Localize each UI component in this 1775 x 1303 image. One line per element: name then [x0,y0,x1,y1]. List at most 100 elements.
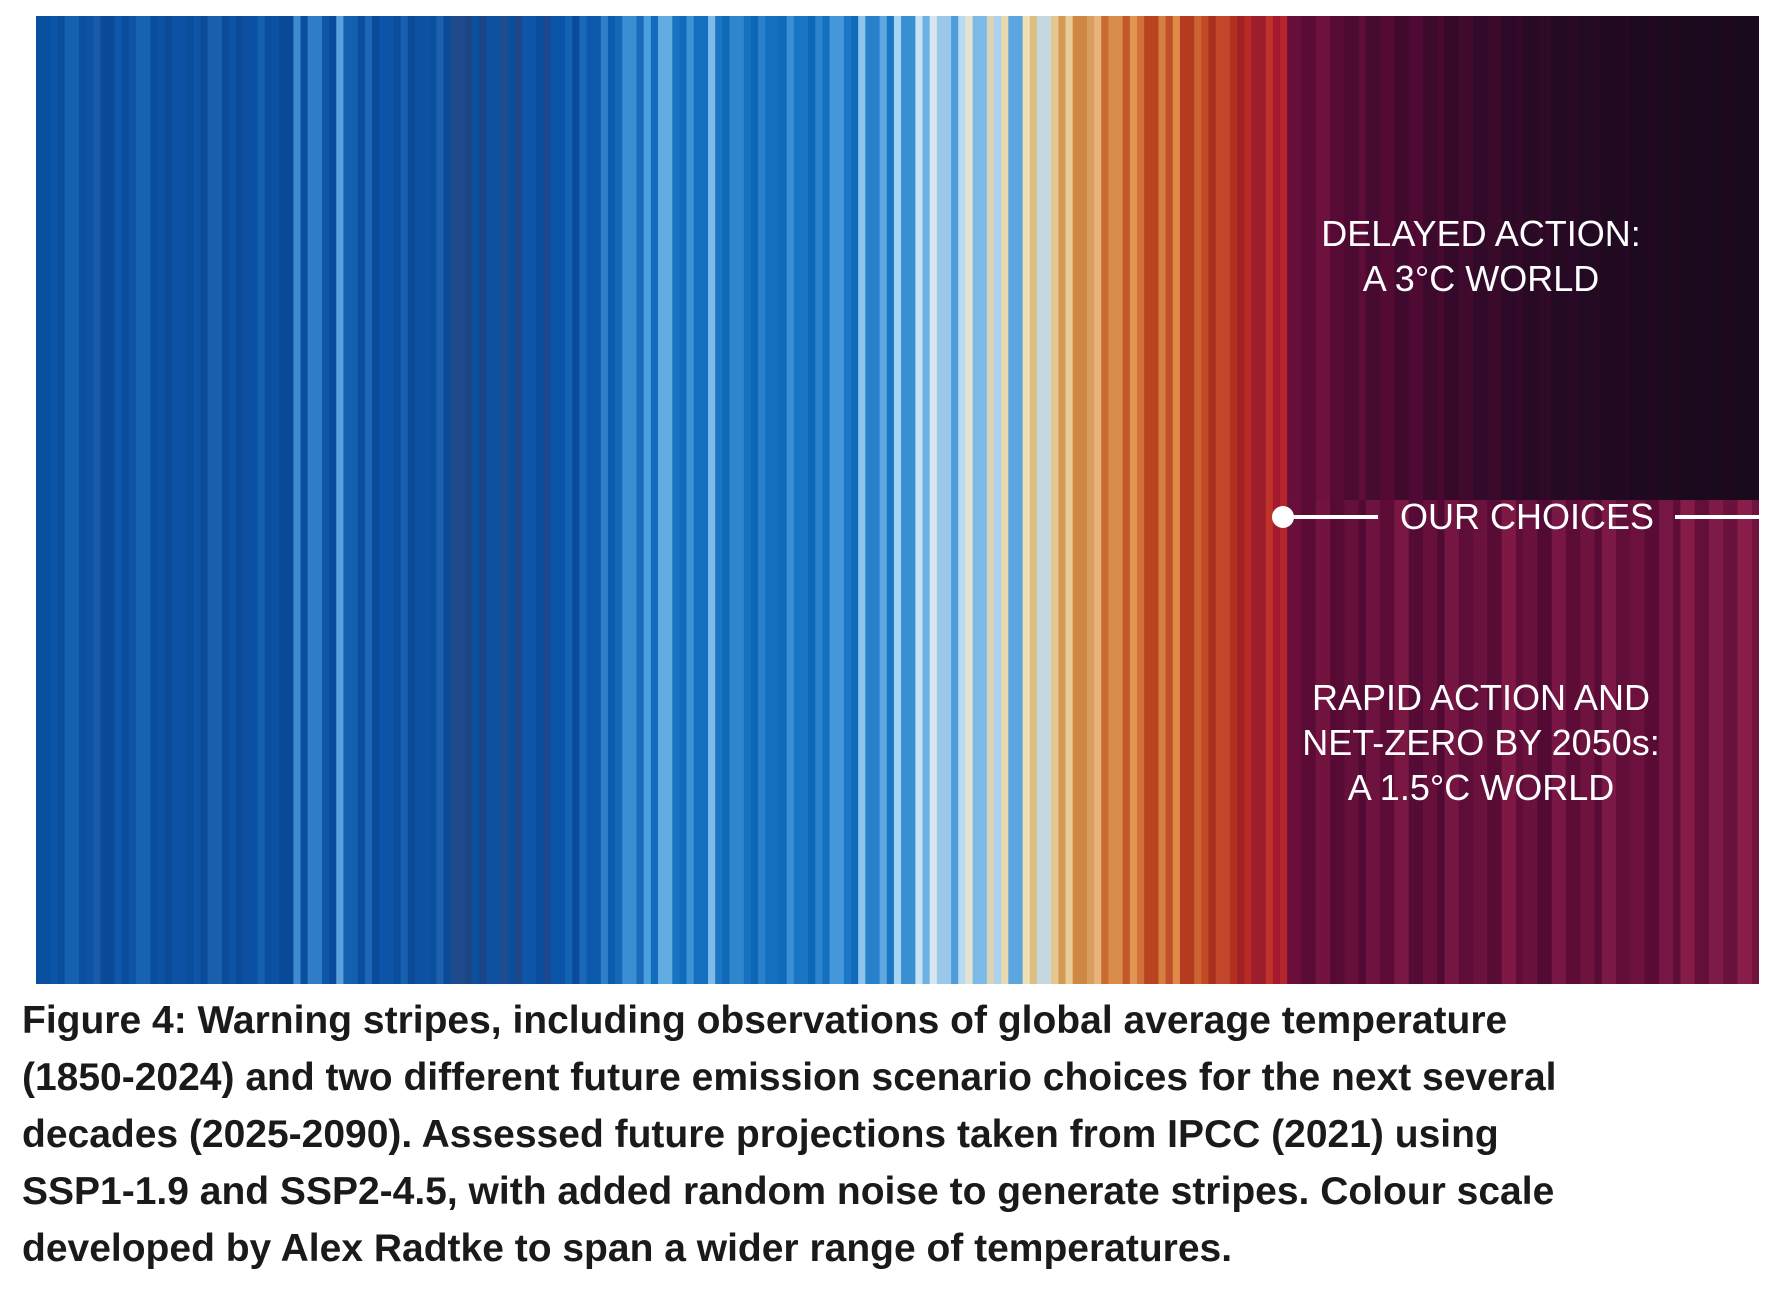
delayed-action-line-2: A 3°C WORLD [1362,258,1600,299]
future-1-5c-stripe [1594,500,1603,984]
future-3c-stripe [1322,16,1331,500]
observed-stripe [200,16,209,984]
figure-caption: Figure 4: Warning stripes, including obs… [22,992,1762,1277]
warming-stripes-chart: DELAYED ACTION: A 3°C WORLD OUR CHOICES … [36,16,1759,984]
observed-stripe [750,16,759,984]
future-1-5c-stripe [1737,500,1746,984]
observed-stripe [1265,16,1274,984]
future-1-5c-stripe [1508,500,1517,984]
rapid-action-line-3: A 1.5°C WORLD [1347,767,1615,808]
rapid-action-line-1: RAPID ACTION AND [1311,677,1651,718]
future-1-5c-stripe [1666,500,1674,984]
future-3c-stripe [1294,16,1303,500]
observed-stripe [658,16,666,984]
observed-stripe [586,16,595,984]
future-3c-stripe [1523,16,1531,500]
observed-stripe [1101,16,1110,984]
observed-stripe [279,16,287,984]
observed-stripe [715,16,723,984]
future-1-5c-stripe [1673,500,1681,984]
observed-stripe [128,16,137,984]
future-1-5c-stripe [1694,500,1703,984]
observed-stripe [1272,16,1281,984]
future-1-5c-stripe [1322,500,1331,984]
observed-stripe [271,16,280,984]
observed-stripe [386,16,395,984]
future-3c-stripe [1651,16,1660,500]
future-3c-stripe [1494,16,1503,500]
future-3c-stripe [1530,16,1538,500]
observed-stripe [700,16,709,984]
future-3c-stripe [1644,16,1653,500]
observed-stripe [922,16,931,984]
observed-stripe [93,16,101,984]
observed-stripe [915,16,924,984]
future-3c-stripe [1501,16,1510,500]
observed-stripe [314,16,323,984]
future-1-5c-stripe [1494,500,1503,984]
observed-stripe [572,16,580,984]
future-3c-stripe [1301,16,1310,500]
observed-stripe [829,16,838,984]
observed-stripe [972,16,981,984]
observed-stripe [157,16,166,984]
observed-stripe [536,16,545,984]
future-1-5c-stripe [1487,500,1496,984]
choices-line-right [1675,515,1759,519]
observed-stripe [622,16,630,984]
observed-stripe [979,16,988,984]
observed-stripe [114,16,123,984]
caption-line-4: SSP1-1.9 and SSP2-4.5, with added random… [22,1170,1555,1213]
observed-stripe [579,16,588,984]
observed-stripe [107,16,116,984]
observed-stripe [951,16,959,984]
future-3c-stripe [1744,16,1753,500]
future-1-5c-stripe [1294,500,1303,984]
future-1-5c-stripe [1380,500,1388,984]
delayed-action-line-1: DELAYED ACTION: [1321,213,1641,254]
observed-stripe [1022,16,1031,984]
future-1-5c-stripe [1415,500,1424,984]
future-1-5c-stripe [1480,500,1488,984]
future-3c-stripe [1687,16,1696,500]
observed-stripe [679,16,688,984]
future-1-5c-stripe [1372,500,1381,984]
future-1-5c-stripe [1308,500,1317,984]
observed-stripe [1051,16,1059,984]
observed-stripe [636,16,645,984]
observed-stripe [1151,16,1160,984]
future-3c-stripe [1480,16,1488,500]
observed-stripe [178,16,187,984]
observed-stripe [1179,16,1188,984]
future-1-5c-stripe [1394,500,1403,984]
future-3c-stripe [1415,16,1424,500]
observed-stripe [1251,16,1260,984]
rapid-action-line-2: NET-ZERO BY 2050s: [1302,722,1660,763]
observed-stripe [1194,16,1202,984]
future-3c-stripe [1508,16,1517,500]
observed-stripe [1072,16,1081,984]
observed-stripe [650,16,659,984]
observed-stripe [557,16,566,984]
future-1-5c-stripe [1565,500,1574,984]
observed-stripe [822,16,831,984]
future-1-5c-stripe [1544,500,1553,984]
observed-stripe [1215,16,1224,984]
future-3c-stripe [1701,16,1710,500]
observed-stripe [1237,16,1245,984]
observed-stripe [1201,16,1210,984]
future-3c-stripe [1315,16,1324,500]
observed-stripe [336,16,345,984]
caption-line-2: (1850-2024) and two different future emi… [22,1056,1557,1099]
future-3c-stripe [1337,16,1345,500]
future-3c-stripe [1637,16,1646,500]
observed-stripe [286,16,294,984]
observed-stripe [965,16,974,984]
observed-stripe [1244,16,1252,984]
future-1-5c-stripe [1687,500,1696,984]
observed-stripe [708,16,716,984]
future-3c-stripe [1601,16,1610,500]
observed-stripe [422,16,430,984]
future-3c-stripe [1558,16,1567,500]
future-3c-stripe [1422,16,1431,500]
